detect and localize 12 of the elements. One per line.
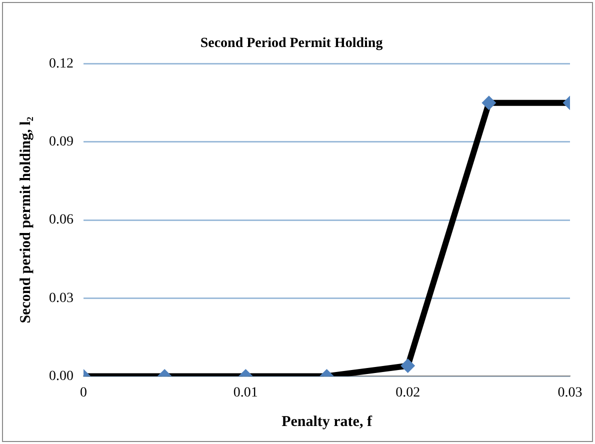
y-tick-label: 0.12 — [49, 56, 74, 72]
y-tick-label: 0.06 — [49, 212, 74, 228]
x-tick-label: 0.03 — [558, 385, 582, 400]
y-tick-label: 0.09 — [49, 134, 74, 150]
chart-title: Second Period Permit Holding — [200, 36, 383, 52]
x-tick-label: 0.01 — [233, 385, 258, 400]
y-axis-title: Second period permit holding, l₂ — [18, 116, 34, 324]
y-tick-label: 0.03 — [49, 290, 74, 306]
x-tick-label: 0 — [80, 385, 87, 400]
x-tick-label: 0.02 — [396, 385, 420, 400]
x-axis-title: Penalty rate, f — [282, 414, 373, 430]
y-tick-label: 0.00 — [49, 368, 74, 384]
